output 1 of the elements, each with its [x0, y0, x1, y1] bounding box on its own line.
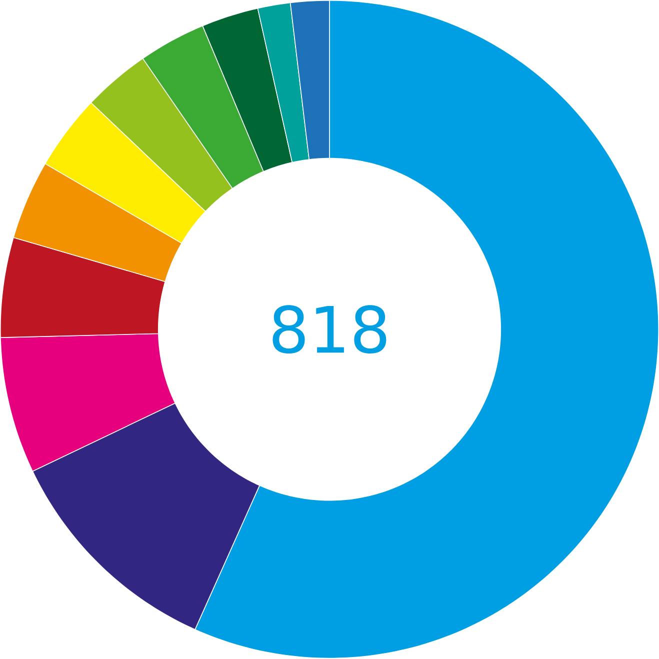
text: 818 [272, 305, 386, 354]
